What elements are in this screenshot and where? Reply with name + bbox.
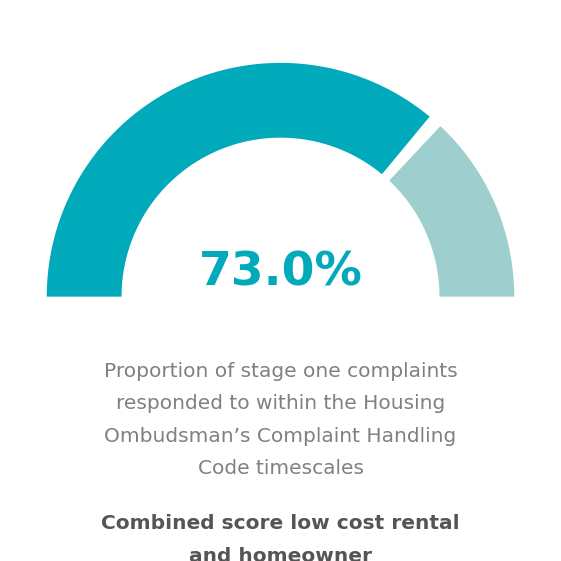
Polygon shape [47, 63, 430, 297]
Text: and homeowner: and homeowner [189, 547, 372, 561]
Text: responded to within the Housing: responded to within the Housing [116, 394, 445, 413]
Text: Proportion of stage one complaints: Proportion of stage one complaints [104, 362, 457, 381]
Text: Ombudsman’s Complaint Handling: Ombudsman’s Complaint Handling [104, 427, 457, 446]
Text: Code timescales: Code timescales [197, 459, 364, 479]
Text: Combined score low cost rental: Combined score low cost rental [101, 514, 460, 534]
Text: 73.0%: 73.0% [199, 251, 362, 296]
Polygon shape [389, 126, 514, 297]
